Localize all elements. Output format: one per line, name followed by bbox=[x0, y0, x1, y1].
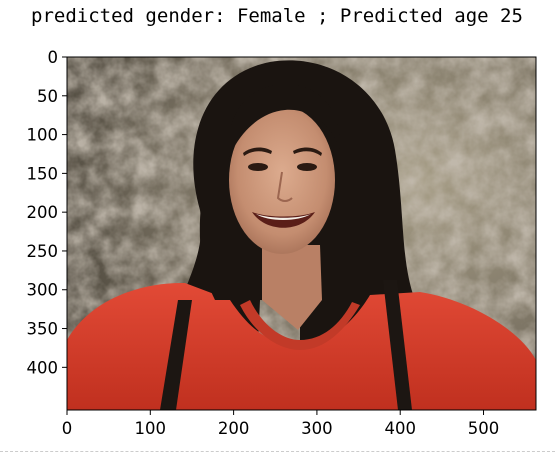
x-tick-label: 200 bbox=[218, 419, 250, 438]
x-tick-label: 400 bbox=[384, 419, 416, 438]
y-tick-label: 200 bbox=[27, 203, 59, 222]
x-tick-label: 100 bbox=[135, 419, 167, 438]
divider bbox=[0, 451, 555, 452]
y-tick-label: 350 bbox=[27, 320, 59, 339]
plot-frame bbox=[66, 56, 537, 411]
y-tick-label: 150 bbox=[27, 164, 59, 183]
x-tick-label: 500 bbox=[468, 419, 500, 438]
x-tick-label: 300 bbox=[301, 419, 333, 438]
y-tick-label: 50 bbox=[37, 87, 58, 106]
y-tick-label: 0 bbox=[48, 48, 59, 67]
y-tick-label: 400 bbox=[27, 358, 59, 377]
x-axis: 0 100 200 300 400 500 bbox=[62, 410, 500, 438]
strap-right bbox=[383, 280, 412, 410]
y-tick-label: 300 bbox=[27, 281, 59, 300]
portrait-photo bbox=[67, 57, 536, 410]
y-axis: 0 50 100 150 200 250 300 350 400 bbox=[27, 48, 67, 377]
figure-title: predicted gender: Female ; Predicted age… bbox=[31, 5, 523, 27]
y-tick-label: 100 bbox=[27, 126, 59, 145]
strap-left bbox=[160, 300, 192, 410]
y-tick-label: 250 bbox=[27, 242, 59, 261]
x-tick-label: 0 bbox=[62, 419, 73, 438]
